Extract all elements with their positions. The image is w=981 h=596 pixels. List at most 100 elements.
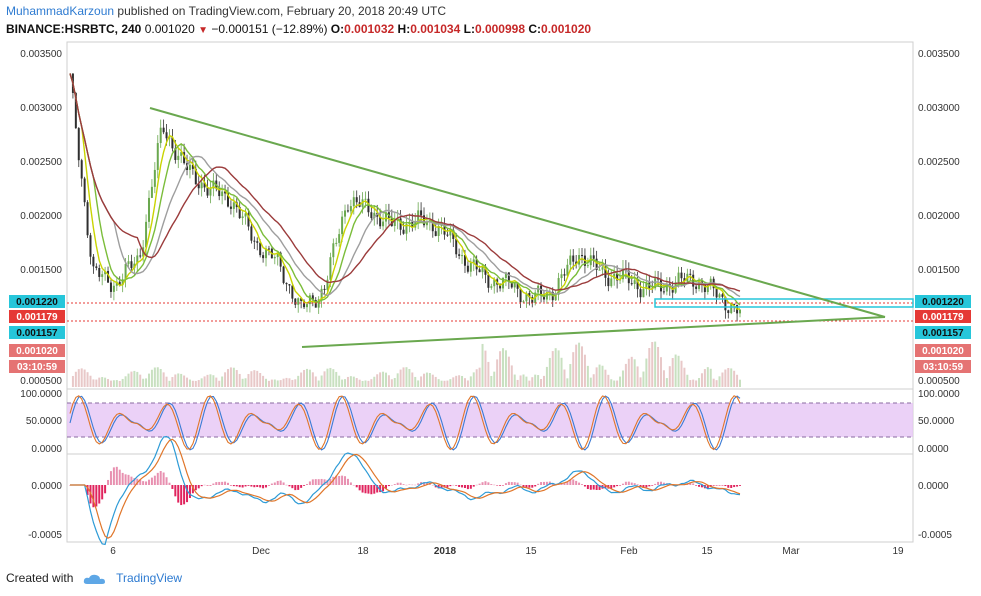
resistance-trendline[interactable]	[149, 107, 886, 318]
macd-histogram-bar	[493, 484, 496, 486]
candle-body	[288, 284, 291, 286]
macd-histogram-bar	[660, 481, 663, 485]
volume-bar	[589, 377, 592, 387]
volume-bar	[194, 380, 197, 387]
volume-bar	[566, 378, 569, 387]
tag-bg	[9, 295, 65, 308]
volume-bar	[142, 378, 145, 387]
candle-body	[229, 206, 232, 209]
candle-body	[680, 272, 683, 279]
volume-bar	[569, 364, 572, 387]
candle-body	[139, 255, 142, 257]
author-link[interactable]: MuhammadKarzoun	[6, 4, 115, 18]
volume-bar	[525, 376, 528, 387]
macd-histogram-bar	[545, 481, 548, 485]
candle-body	[349, 206, 352, 212]
volume-bar	[387, 375, 390, 387]
macd-histogram-bar	[499, 485, 502, 486]
left-y-axis: 0.003500 0.003000 0.002500 0.002000 0.00…	[20, 49, 62, 541]
volume-bar	[475, 369, 478, 387]
volume-bar	[739, 379, 741, 387]
volume-bar	[98, 377, 101, 387]
macd-histogram-bar	[95, 485, 98, 507]
volume-bar	[250, 371, 253, 387]
volume-bar	[379, 372, 382, 387]
macd-tick: -0.0005	[28, 530, 62, 541]
macd-histogram-bar	[177, 485, 180, 503]
macd-histogram-bar	[542, 481, 545, 485]
y-tick: 0.003000	[20, 103, 62, 114]
macd-histogram-bar	[648, 485, 651, 487]
macd-histogram-bar	[247, 485, 250, 486]
candle-body	[721, 294, 724, 297]
support-trendline[interactable]	[301, 316, 886, 348]
candle-body	[575, 261, 578, 265]
volume-bar	[709, 368, 712, 387]
candle-body	[279, 252, 282, 267]
volume-bar	[610, 379, 613, 387]
candle-body	[174, 148, 177, 160]
volume-bar	[595, 367, 598, 387]
tag-1220: 0.001220	[922, 297, 964, 308]
candle-body	[335, 242, 338, 244]
volume-bar	[692, 379, 695, 387]
candle-body	[262, 255, 265, 259]
candle-body	[490, 286, 493, 288]
volume-bar	[133, 370, 136, 387]
volume-bar	[247, 374, 250, 387]
volume-bar	[458, 375, 461, 387]
volume-bar	[127, 373, 130, 387]
macd-histogram-bar	[510, 482, 513, 485]
macd-histogram-bar	[112, 467, 115, 485]
volume-bar	[136, 371, 139, 387]
macd-histogram-bar	[259, 485, 262, 488]
candle-body	[604, 267, 607, 278]
macd-histogram-bar	[739, 485, 741, 486]
volume-bar	[510, 365, 513, 387]
candle-body	[461, 255, 464, 257]
volume-bar	[698, 378, 701, 387]
macd-histogram-bar	[507, 481, 510, 485]
macd-histogram-bar	[349, 482, 352, 485]
macd-histogram-bar	[730, 485, 733, 488]
macd-histogram-bar	[288, 485, 291, 487]
y-tick: 0.003500	[918, 49, 960, 60]
candle-body	[563, 274, 566, 276]
macd-histogram-bar	[133, 478, 136, 485]
candle-body	[566, 264, 569, 276]
macd-histogram-bar	[642, 485, 645, 488]
low-value: 0.000998	[474, 22, 526, 36]
macd-histogram-bar	[317, 479, 320, 485]
macd-histogram-bar	[475, 484, 478, 486]
macd-histogram-bar	[326, 479, 329, 485]
candle-body	[601, 267, 604, 270]
macd-histogram-bar	[367, 485, 370, 494]
volume-bar	[724, 369, 727, 387]
macd-histogram-bar	[221, 481, 224, 485]
macd-histogram-bar	[276, 480, 279, 485]
macd-histogram-bar	[630, 482, 633, 485]
candle-body	[344, 210, 347, 217]
volume-bar	[285, 377, 288, 387]
volume-bar	[83, 369, 86, 387]
tradingview-link[interactable]: TradingView	[116, 571, 183, 585]
volume-bar	[598, 364, 601, 387]
candle-body	[326, 279, 329, 290]
macd-histogram-bar	[150, 477, 153, 485]
volume-bar	[575, 344, 578, 387]
candle-body	[718, 294, 721, 298]
signal-line	[70, 438, 741, 539]
tag-1157: 0.001157	[16, 328, 58, 339]
candle-body	[569, 255, 572, 265]
volume-bar	[311, 372, 314, 387]
volume-bar	[241, 378, 244, 387]
tag-bg	[915, 344, 971, 357]
volume-bar	[516, 379, 519, 387]
volume-bar	[700, 373, 703, 387]
candle-body	[598, 269, 601, 271]
volume-bar	[507, 356, 510, 387]
volume-bar	[715, 380, 718, 387]
x-tick: Feb	[620, 546, 638, 557]
volume-bar	[534, 374, 537, 387]
